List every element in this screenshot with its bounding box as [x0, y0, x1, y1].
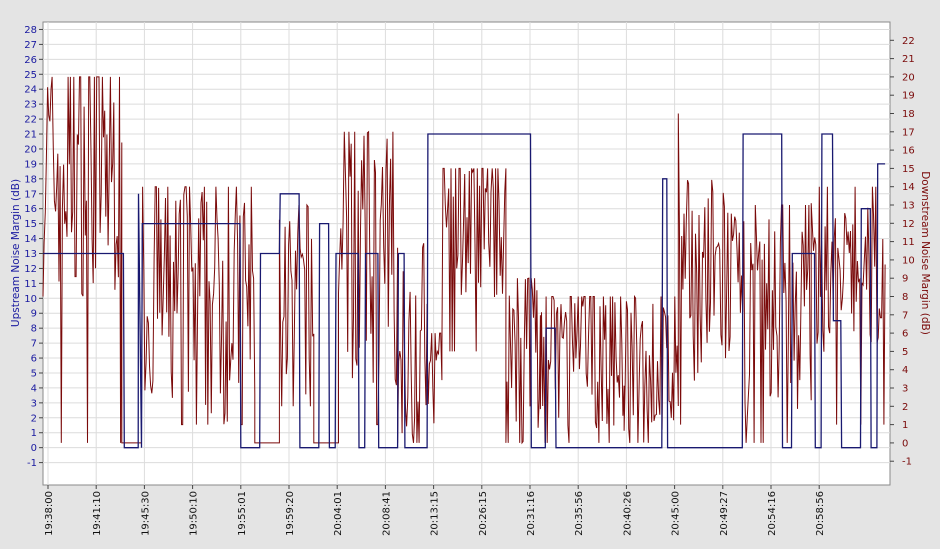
left-tick-label: 10	[24, 294, 37, 305]
upstream-series-line	[43, 133, 886, 449]
right-tick-label: 7	[902, 310, 908, 321]
left-tick-label: 21	[24, 130, 37, 141]
left-tick-label: 9	[31, 309, 37, 320]
left-axis-title: Upstream Noise Margin (dB)	[10, 179, 22, 327]
left-tick-label: 14	[24, 234, 37, 245]
left-tick-label: 0	[31, 443, 37, 454]
left-tick-label: 3	[31, 398, 37, 409]
x-tick-label: 20:58:56	[815, 491, 826, 536]
right-tick-label: 17	[902, 127, 915, 138]
x-tick-label: 20:54:16	[767, 491, 778, 536]
right-tick-label: 11	[902, 237, 915, 248]
left-tick-label: 8	[31, 324, 37, 335]
right-tick-label: 19	[902, 91, 915, 102]
right-tick-label: 2	[902, 402, 908, 413]
x-tick-label: 20:08:41	[381, 491, 392, 536]
x-tick-label: 20:40:26	[622, 491, 633, 536]
left-tick-label: 22	[24, 115, 37, 126]
right-tick-label: 9	[902, 274, 908, 285]
left-tick-label: 6	[31, 354, 37, 365]
left-tick-label: 17	[24, 189, 37, 200]
x-tick-label: 20:45:00	[671, 491, 682, 536]
right-tick-label: 15	[902, 164, 915, 175]
x-tick-label: 19:45:30	[140, 491, 151, 536]
x-tick-label: 20:13:15	[430, 491, 441, 536]
x-tick-label: 19:55:01	[237, 491, 248, 536]
right-tick-label: 21	[902, 54, 915, 65]
right-tick-label: 14	[902, 182, 915, 193]
right-tick-label: -1	[902, 457, 912, 468]
x-tick-label: 19:50:10	[189, 491, 200, 536]
right-tick-label: 16	[902, 146, 915, 157]
left-tick-label: -1	[27, 458, 37, 469]
left-tick-label: 1	[31, 428, 37, 439]
right-tick-label: 0	[902, 438, 908, 449]
left-tick-label: 5	[31, 368, 37, 379]
right-tick-label: 8	[902, 292, 908, 303]
x-tick-label: 20:35:56	[574, 491, 585, 536]
left-axis: -101234567891011121314151617181920212223…	[24, 25, 43, 469]
x-tick-label: 19:41:10	[92, 491, 103, 536]
left-tick-label: 13	[24, 249, 37, 260]
x-tick-label: 20:26:15	[478, 491, 489, 536]
left-tick-label: 4	[31, 383, 37, 394]
x-tick-label: 20:04:01	[333, 491, 344, 536]
left-tick-label: 20	[24, 144, 37, 155]
x-tick-label: 20:49:27	[719, 491, 730, 536]
left-tick-label: 25	[24, 70, 37, 81]
right-tick-label: 18	[902, 109, 915, 120]
left-tick-label: 15	[24, 219, 37, 230]
right-tick-label: 3	[902, 384, 908, 395]
right-axis-title: Downstream Noise Margin (dB)	[919, 171, 931, 335]
left-tick-label: 19	[24, 159, 37, 170]
right-tick-label: 12	[902, 219, 915, 230]
left-tick-label: 27	[24, 40, 37, 51]
right-tick-label: 5	[902, 347, 908, 358]
left-tick-label: 24	[24, 85, 37, 96]
x-tick-label: 19:59:20	[285, 491, 296, 536]
right-tick-label: 20	[902, 72, 915, 83]
x-axis: 19:38:00 19:41:10 19:45:30 19:50:10 19:55:01…	[44, 485, 826, 536]
left-tick-label: 16	[24, 204, 37, 215]
left-tick-label: 11	[24, 279, 37, 290]
left-tick-label: 2	[31, 413, 37, 424]
right-tick-label: 10	[902, 255, 915, 266]
x-tick-label: 19:38:00	[44, 491, 55, 536]
left-tick-label: 26	[24, 55, 37, 66]
right-tick-label: 22	[902, 36, 915, 47]
right-tick-label: 13	[902, 201, 915, 212]
left-tick-label: 28	[24, 25, 37, 36]
x-tick-label: 20:31:16	[526, 491, 537, 536]
right-tick-label: 4	[902, 365, 908, 376]
series-layer	[42, 76, 886, 449]
left-tick-label: 23	[24, 100, 37, 111]
left-tick-label: 7	[31, 339, 37, 350]
left-tick-label: 18	[24, 174, 37, 185]
right-tick-label: 6	[902, 329, 908, 340]
right-tick-label: 1	[902, 420, 908, 431]
left-tick-label: 12	[24, 264, 37, 275]
